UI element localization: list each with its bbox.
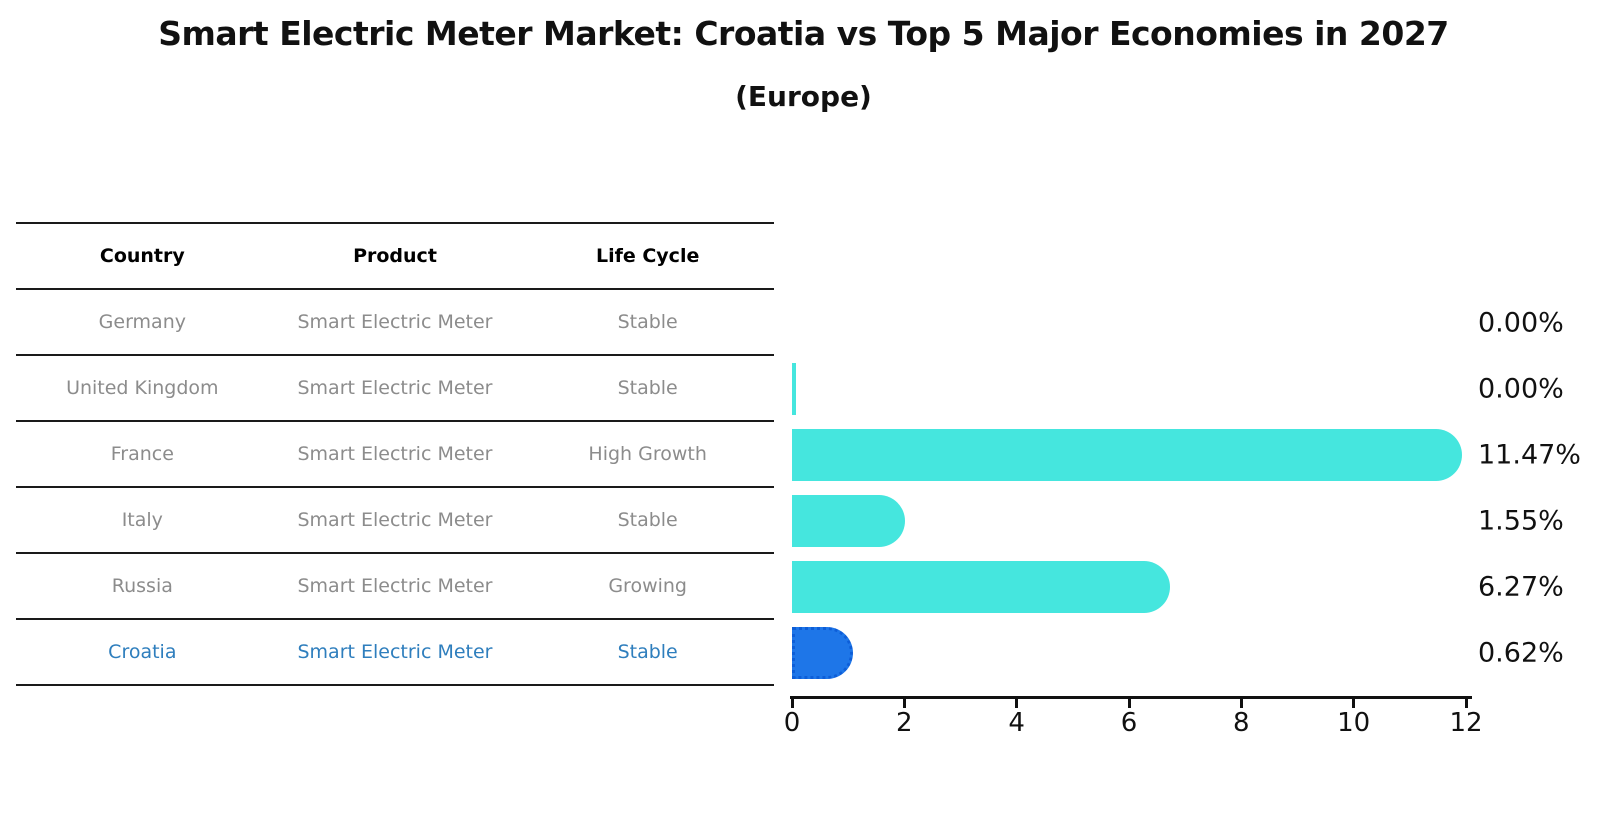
x-tick-mark-10 <box>1352 699 1356 708</box>
table-header-row: Country Product Life Cycle <box>16 222 774 290</box>
cell-product: Smart Electric Meter <box>297 377 493 399</box>
table-header-cell-1: Product <box>353 245 437 267</box>
table-row: Italy Smart Electric Meter Stable <box>16 488 774 554</box>
cell-life-cycle: Stable <box>617 311 678 333</box>
cell-country: France <box>110 443 174 465</box>
x-tick-label-8: 8 <box>1233 708 1250 738</box>
x-tick-mark-6 <box>1127 699 1131 708</box>
x-tick-label-6: 6 <box>1120 708 1138 738</box>
cell-country: Italy <box>121 509 163 531</box>
x-tick-mark-8 <box>1239 699 1243 708</box>
bar-united-kingdom <box>792 363 796 415</box>
cell-country: Russia <box>111 575 173 597</box>
cell-life-cycle: Growing <box>608 575 687 597</box>
table-row: France Smart Electric Meter High Growth <box>16 422 774 488</box>
value-label-5: 0.62% <box>1478 637 1564 669</box>
cell-country: Croatia <box>108 641 177 663</box>
cell-life-cycle: Stable <box>617 509 678 531</box>
cell-product: Smart Electric Meter <box>297 311 493 333</box>
table-body: Germany Smart Electric Meter Stable United … <box>16 290 774 686</box>
cell-country: United Kingdom <box>66 377 219 399</box>
table-header-cell-0: Country <box>99 245 185 267</box>
bar-italy <box>792 495 905 547</box>
value-label-2: 11.47% <box>1478 439 1581 471</box>
cell-life-cycle: Stable <box>617 641 678 663</box>
x-tick-label-0: 0 <box>783 708 801 738</box>
x-tick-mark-2 <box>902 699 906 708</box>
table-row: United Kingdom Smart Electric Meter Stable <box>16 356 774 422</box>
value-label-1: 0.00% <box>1478 373 1564 405</box>
cell-product: Smart Electric Meter <box>297 443 493 465</box>
chart-subtitle: (Europe) <box>735 80 872 113</box>
x-tick-label-2: 2 <box>896 708 913 738</box>
x-tick-label-4: 4 <box>1008 708 1025 738</box>
cell-product: Smart Electric Meter <box>297 641 493 663</box>
table-row: Germany Smart Electric Meter Stable <box>16 290 774 356</box>
table-row: Croatia Smart Electric Meter Stable <box>16 620 774 686</box>
value-label-0: 0.00% <box>1478 307 1564 339</box>
x-axis-line <box>790 696 1472 699</box>
cell-country: Germany <box>98 311 186 333</box>
x-tick-mark-4 <box>1015 699 1019 708</box>
cell-product: Smart Electric Meter <box>297 509 493 531</box>
cell-life-cycle: Stable <box>617 377 678 399</box>
table-row: Russia Smart Electric Meter Growing <box>16 554 774 620</box>
bar-russia <box>792 561 1170 613</box>
x-tick-label-12: 12 <box>1449 708 1483 738</box>
bar-croatia <box>792 627 853 679</box>
cell-life-cycle: High Growth <box>588 443 707 465</box>
chart-title: Smart Electric Meter Market: Croatia vs … <box>158 14 1449 53</box>
x-tick-mark-0 <box>790 699 794 708</box>
bar-france <box>792 429 1462 481</box>
country-table: Country Product Life Cycle Germany Smart El… <box>16 222 774 686</box>
table-header-cell-2: Life Cycle <box>595 245 700 267</box>
value-label-4: 6.27% <box>1478 571 1564 603</box>
cell-product: Smart Electric Meter <box>297 575 493 597</box>
x-tick-label-10: 10 <box>1337 708 1371 738</box>
x-tick-mark-12 <box>1464 699 1468 708</box>
value-label-3: 1.55% <box>1478 505 1564 537</box>
